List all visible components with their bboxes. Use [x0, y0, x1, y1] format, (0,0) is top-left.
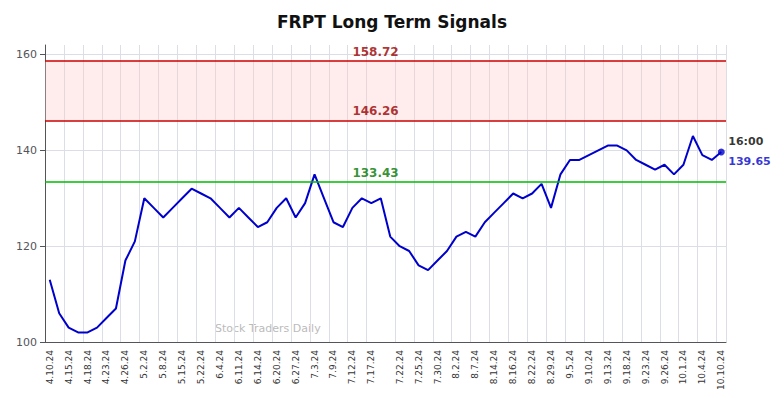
svg-text:5.8.24: 5.8.24	[158, 350, 168, 379]
svg-text:7.22.24: 7.22.24	[395, 350, 405, 385]
svg-text:133.43: 133.43	[352, 166, 398, 180]
svg-text:5.22.24: 5.22.24	[196, 350, 206, 385]
svg-text:16:00: 16:00	[728, 135, 763, 148]
svg-text:140: 140	[16, 144, 37, 157]
svg-text:8.29.24: 8.29.24	[546, 350, 556, 385]
svg-text:139.65: 139.65	[728, 155, 770, 168]
svg-text:8.22.24: 8.22.24	[527, 350, 537, 385]
svg-text:7.12.24: 7.12.24	[347, 350, 357, 385]
svg-text:5.2.24: 5.2.24	[139, 350, 149, 379]
svg-text:9.23.24: 9.23.24	[641, 350, 651, 385]
svg-text:6.27.24: 6.27.24	[291, 350, 301, 385]
svg-text:9.5.24: 9.5.24	[565, 350, 575, 379]
svg-text:4.23.24: 4.23.24	[101, 350, 111, 385]
svg-text:8.7.24: 8.7.24	[470, 350, 480, 379]
svg-text:4.15.24: 4.15.24	[64, 350, 74, 385]
svg-text:146.26: 146.26	[352, 104, 398, 118]
svg-text:4.18.24: 4.18.24	[83, 350, 93, 385]
svg-text:7.17.24: 7.17.24	[366, 350, 376, 385]
svg-text:10.10.24: 10.10.24	[716, 350, 726, 390]
svg-text:4.26.24: 4.26.24	[120, 350, 130, 385]
svg-text:Stock Traders Daily: Stock Traders Daily	[215, 322, 321, 335]
svg-text:4.10.24: 4.10.24	[45, 350, 55, 385]
svg-text:7.25.24: 7.25.24	[414, 350, 424, 385]
svg-text:7.3.24: 7.3.24	[310, 350, 320, 379]
svg-text:158.72: 158.72	[352, 45, 398, 59]
svg-text:9.26.24: 9.26.24	[660, 350, 670, 385]
svg-text:6.14.24: 6.14.24	[253, 350, 263, 385]
svg-text:6.20.24: 6.20.24	[272, 350, 282, 385]
svg-text:5.15.24: 5.15.24	[177, 350, 187, 385]
svg-text:10.4.24: 10.4.24	[697, 350, 707, 385]
svg-text:7.30.24: 7.30.24	[433, 350, 443, 385]
svg-text:FRPT Long Term Signals: FRPT Long Term Signals	[277, 12, 507, 32]
svg-text:100: 100	[16, 336, 37, 349]
svg-text:9.10.24: 9.10.24	[584, 350, 594, 385]
svg-text:8.14.24: 8.14.24	[489, 350, 499, 385]
svg-text:6.4.24: 6.4.24	[215, 350, 225, 379]
svg-text:7.9.24: 7.9.24	[328, 350, 338, 379]
svg-text:10.1.24: 10.1.24	[678, 350, 688, 385]
svg-text:6.11.24: 6.11.24	[234, 350, 244, 385]
svg-text:160: 160	[16, 48, 37, 61]
svg-text:8.2.24: 8.2.24	[451, 350, 461, 379]
svg-text:120: 120	[16, 240, 37, 253]
svg-text:9.13.24: 9.13.24	[603, 350, 613, 385]
svg-text:9.18.24: 9.18.24	[622, 350, 632, 385]
svg-text:8.16.24: 8.16.24	[508, 350, 518, 385]
